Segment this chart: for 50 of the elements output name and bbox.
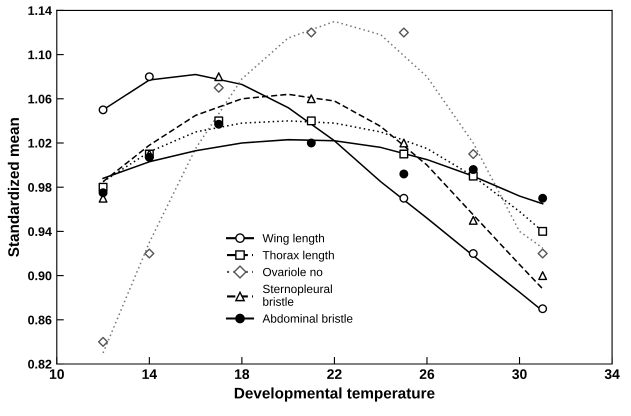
x-tick-label: 30 bbox=[512, 369, 527, 380]
legend-label: Thorax length bbox=[262, 250, 334, 262]
y-tick-label: 0.90 bbox=[28, 271, 52, 280]
point bbox=[214, 82, 224, 93]
point bbox=[98, 188, 108, 198]
y-tick-label: 0.98 bbox=[28, 183, 52, 192]
point bbox=[214, 72, 224, 82]
point bbox=[98, 105, 108, 114]
point bbox=[144, 152, 154, 162]
point bbox=[468, 148, 478, 160]
legend-label: Ovariole no bbox=[263, 268, 322, 276]
point bbox=[468, 165, 478, 174]
point bbox=[538, 304, 548, 314]
y-tick-label: 1.02 bbox=[28, 138, 52, 148]
x-tick-label: 26 bbox=[420, 369, 434, 380]
point bbox=[306, 27, 316, 38]
x-tick-label: 22 bbox=[327, 369, 342, 379]
y-tick-label: 1.06 bbox=[28, 94, 52, 104]
point bbox=[306, 116, 316, 126]
point bbox=[468, 249, 478, 258]
x-tick-label: 18 bbox=[235, 369, 250, 380]
point bbox=[468, 216, 478, 225]
point bbox=[214, 120, 224, 129]
point bbox=[306, 94, 316, 104]
x-tick-label: 14 bbox=[142, 369, 157, 379]
x-axis-title: Developmental temperature bbox=[234, 387, 435, 402]
point bbox=[398, 27, 409, 38]
y-tick-label: 0.82 bbox=[28, 360, 52, 369]
y-tick-label: 1.10 bbox=[28, 50, 52, 60]
point bbox=[399, 169, 408, 178]
point bbox=[538, 194, 548, 203]
point bbox=[98, 336, 108, 347]
y-axis-title: Standardized mean bbox=[8, 118, 20, 257]
point bbox=[399, 150, 408, 159]
legend-label: Wing length bbox=[262, 234, 324, 245]
point bbox=[306, 138, 316, 148]
point bbox=[399, 194, 408, 203]
point bbox=[538, 226, 548, 236]
x-tick-label: 34 bbox=[604, 369, 620, 380]
legend-label: Abdominal bristle bbox=[262, 314, 352, 323]
point bbox=[538, 271, 548, 280]
y-tick-label: 0.94 bbox=[28, 227, 52, 236]
point bbox=[399, 138, 408, 148]
point bbox=[144, 248, 154, 259]
x-tick-label: 10 bbox=[50, 369, 64, 380]
y-tick-label: 0.86 bbox=[28, 316, 52, 324]
point bbox=[538, 248, 548, 259]
legend-label: Sternopleural bristle bbox=[262, 284, 332, 306]
point bbox=[144, 72, 154, 82]
y-tick-label: 1.14 bbox=[28, 6, 52, 15]
